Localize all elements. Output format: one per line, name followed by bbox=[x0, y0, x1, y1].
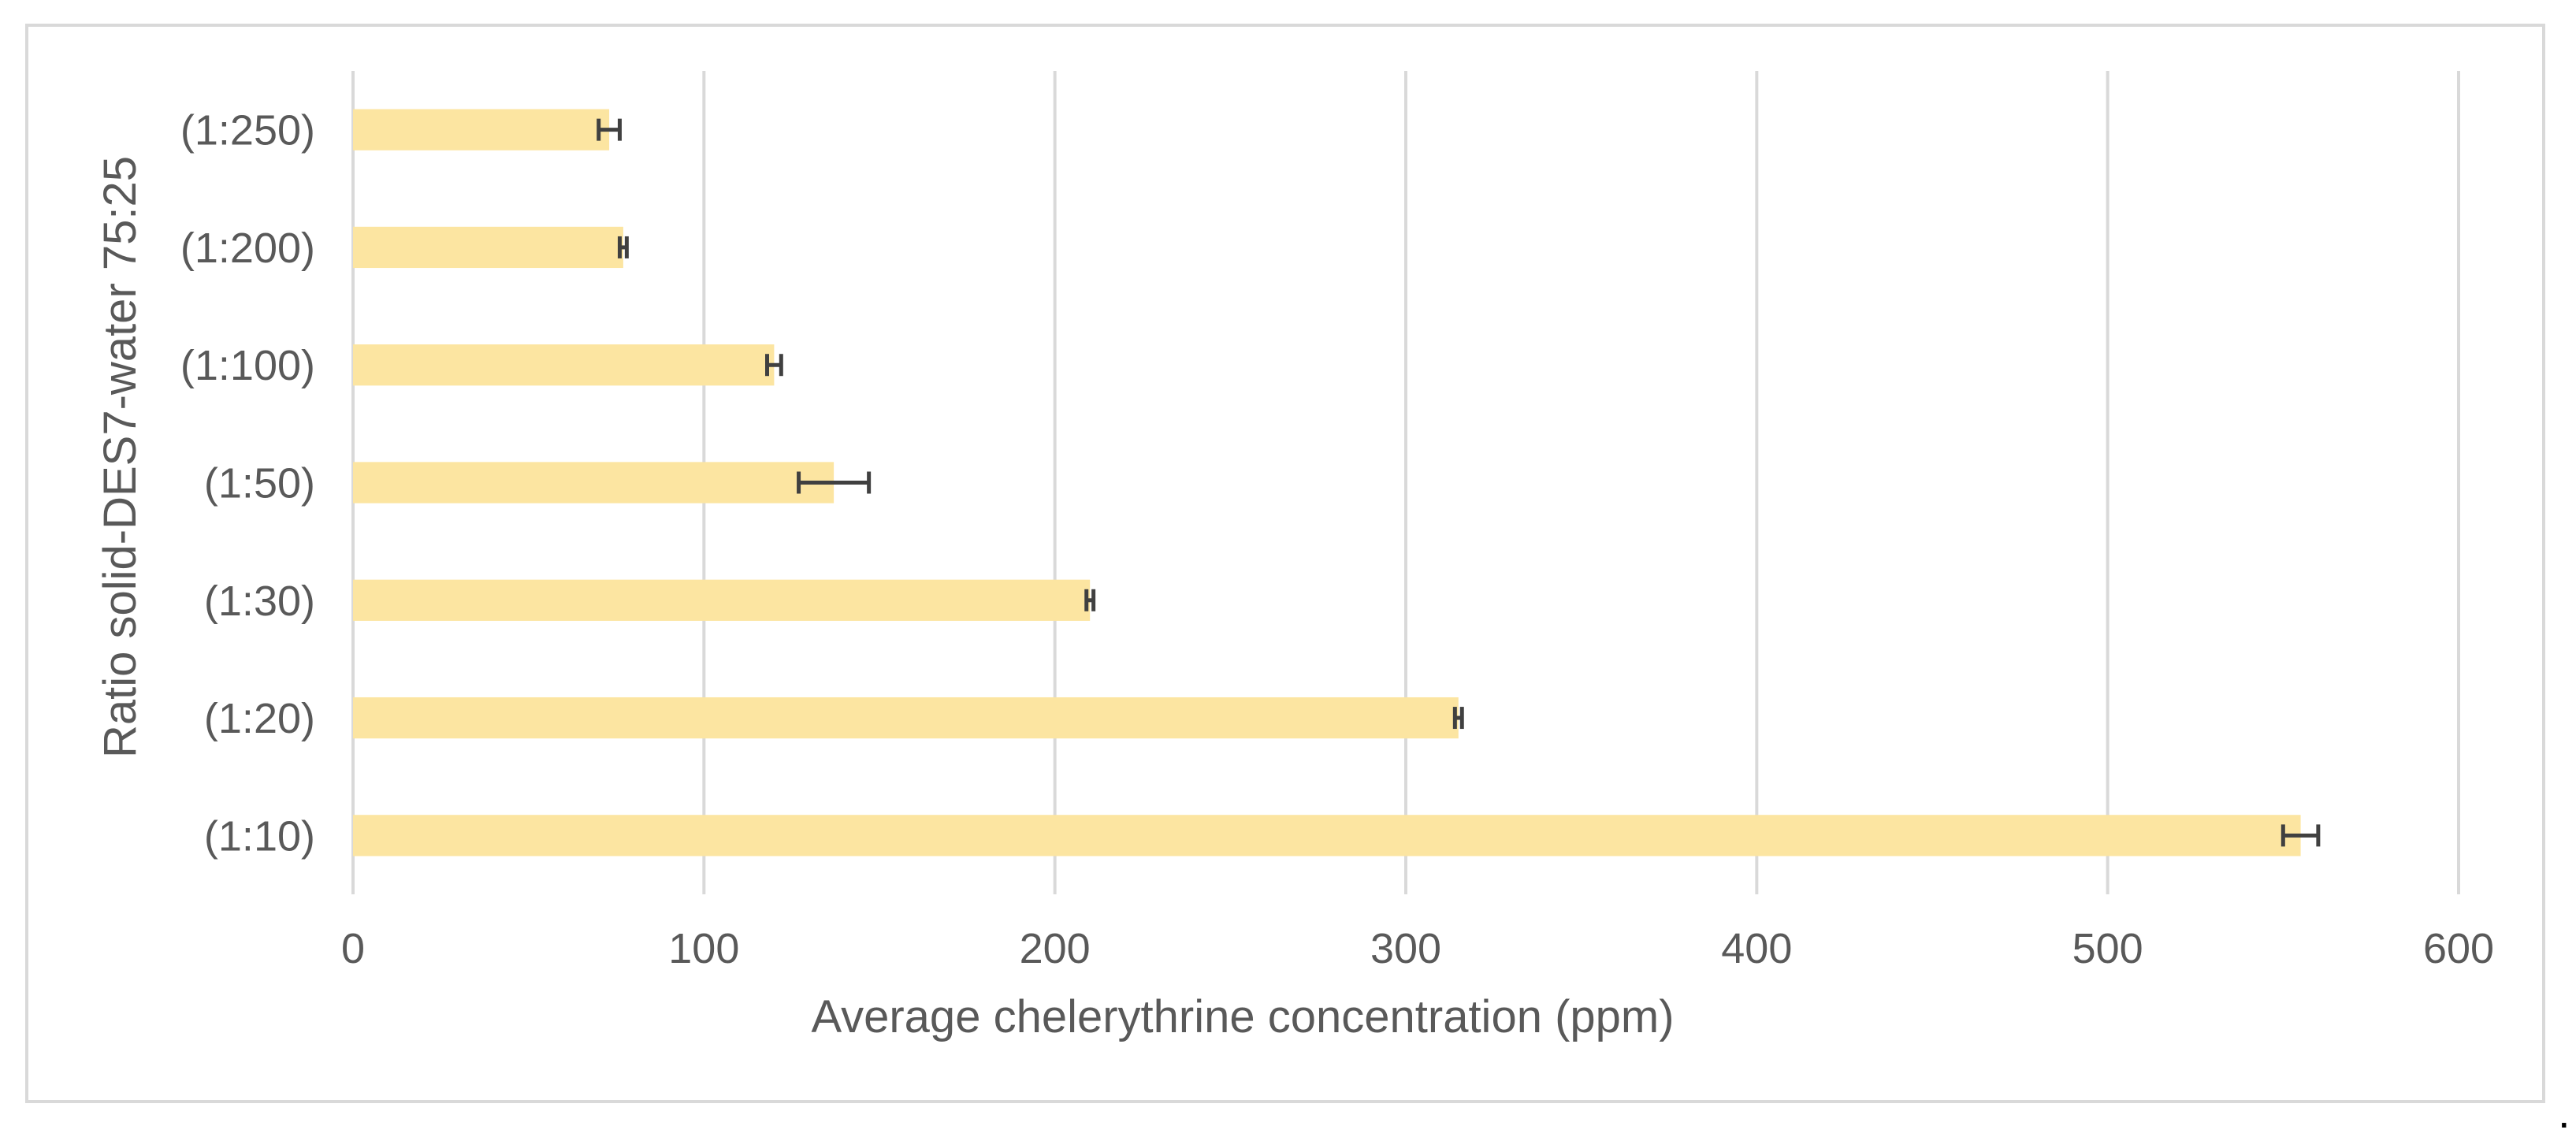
x-tick-label: 200 bbox=[1020, 925, 1091, 972]
error-bar bbox=[1084, 589, 1096, 611]
y-tick-label: (1:10) bbox=[204, 812, 315, 860]
x-tick-label: 0 bbox=[341, 925, 365, 972]
error-bar bbox=[797, 471, 872, 494]
y-axis-title: Ratio solid-DES7-water 75:25 bbox=[95, 156, 146, 758]
error-bars bbox=[597, 118, 2321, 847]
bar bbox=[353, 226, 623, 269]
y-tick-label: (1:50) bbox=[204, 460, 315, 507]
y-tick-label: (1:250) bbox=[180, 107, 315, 154]
x-tick-label: 100 bbox=[668, 925, 739, 972]
x-tick-labels: 0 100 200 300 400 500 600 bbox=[341, 925, 2494, 972]
x-tick-label: 600 bbox=[2423, 925, 2494, 972]
error-bar bbox=[764, 354, 783, 377]
x-tick-label: 400 bbox=[1721, 925, 1792, 972]
bar bbox=[353, 344, 775, 386]
bar bbox=[353, 462, 835, 503]
error-bar bbox=[617, 236, 629, 258]
bars bbox=[353, 109, 2301, 856]
y-tick-label: (1:200) bbox=[180, 225, 315, 272]
error-bar bbox=[597, 118, 622, 141]
y-tick-label: (1:20) bbox=[204, 695, 315, 742]
y-tick-label: (1:100) bbox=[180, 342, 315, 389]
bar bbox=[353, 697, 1459, 739]
chart-frame bbox=[25, 24, 2545, 1103]
x-axis-title: Average chelerythrine concentration (ppm… bbox=[811, 991, 1674, 1042]
bar bbox=[353, 815, 2301, 856]
y-tick-labels: (1:10) (1:20) (1:30) (1:50) (1:100) (1:200) (1… bbox=[180, 107, 315, 860]
error-bar bbox=[2280, 824, 2321, 847]
grid-lines bbox=[351, 71, 2460, 894]
bar bbox=[353, 579, 1091, 621]
trailing-period: . bbox=[2558, 1087, 2570, 1137]
error-bar bbox=[1452, 707, 1464, 730]
y-tick-label: (1:30) bbox=[204, 578, 315, 625]
x-tick-label: 500 bbox=[2072, 925, 2143, 972]
bar bbox=[353, 109, 610, 150]
x-tick-label: 300 bbox=[1370, 925, 1441, 972]
